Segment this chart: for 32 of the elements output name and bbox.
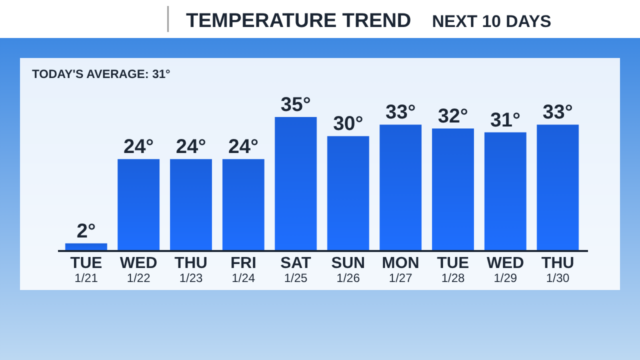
data-label: 24° xyxy=(176,136,206,158)
text: TODAY'S AVERAGE: 31° xyxy=(32,67,171,81)
x-tick-label: TUE 1/21 xyxy=(70,255,103,285)
data-label: 24° xyxy=(228,136,259,158)
bar xyxy=(274,117,317,251)
bar xyxy=(118,159,160,251)
x-tick-label: SAT 1/25 xyxy=(280,255,312,285)
chart-subtitle: NEXT 10 DAYS xyxy=(432,12,552,31)
x-tick-label: THU 1/23 xyxy=(174,255,208,285)
x-tick-label: THU 1/30 xyxy=(541,255,574,285)
bar xyxy=(380,124,422,251)
data-label: 35° xyxy=(280,94,311,116)
data-label: 32° xyxy=(438,105,468,128)
bar xyxy=(484,132,526,251)
chart-title: TEMPERATURE TREND xyxy=(186,10,412,32)
data-label: 33° xyxy=(385,102,416,124)
bar xyxy=(222,159,264,251)
data-label: 33° xyxy=(542,102,573,124)
x-tick-label: WED 1/22 xyxy=(120,255,158,285)
data-label: 31° xyxy=(490,109,521,132)
x-tick-label: WED 1/29 xyxy=(486,255,524,285)
data-label: 24° xyxy=(123,136,154,158)
x-tick-label: TUE 1/28 xyxy=(437,255,470,285)
data-label: 2° xyxy=(76,220,96,242)
data-label: 30° xyxy=(333,113,364,136)
x-tick-label: SUN 1/26 xyxy=(331,255,366,285)
x-tick-label: FRI 1/24 xyxy=(230,255,256,285)
x-tick-label: MON 1/27 xyxy=(382,255,420,285)
bar xyxy=(170,159,212,251)
bar xyxy=(432,128,474,251)
bar xyxy=(536,124,579,251)
bar xyxy=(327,136,370,251)
